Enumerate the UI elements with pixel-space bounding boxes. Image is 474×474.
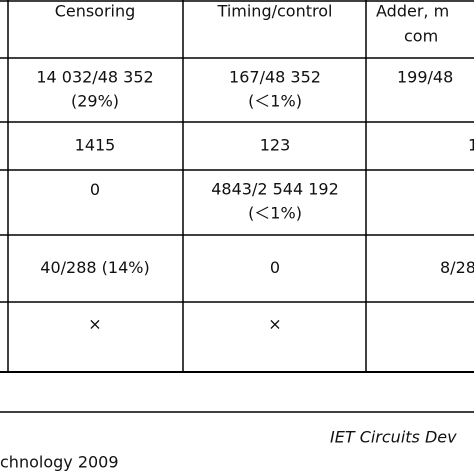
table-cell: × (268, 315, 281, 334)
header-cell: Adder, m (376, 2, 449, 21)
header-cell: com (404, 27, 438, 46)
table-cell: 199/48 (397, 68, 453, 87)
header-cell: Timing/control (217, 2, 333, 21)
source: chnology 2009 (0, 453, 119, 472)
table-cell: 4843/2 544 192 (211, 180, 339, 199)
table-grid (0, 0, 474, 413)
table-cell: 1415 (75, 136, 116, 155)
table-cell: × (88, 315, 101, 334)
table-cell: 167/48 352 (229, 68, 321, 87)
table-cell: 0 (270, 258, 280, 277)
table-cell: (29%) (71, 92, 119, 111)
table-cell: 14 032/48 352 (36, 68, 153, 87)
table-cell: 1 (468, 136, 474, 155)
journal: IET Circuits Dev (330, 428, 457, 447)
table-cell: 40/288 (14%) (40, 258, 149, 277)
table-cell: 8/28 (440, 258, 474, 277)
table-cell: 0 (90, 180, 100, 199)
header-cell: Censoring (55, 2, 136, 21)
table-cell: (＜1%) (248, 204, 302, 223)
table-cell: (＜1%) (248, 92, 302, 111)
table-cell: 123 (260, 136, 291, 155)
